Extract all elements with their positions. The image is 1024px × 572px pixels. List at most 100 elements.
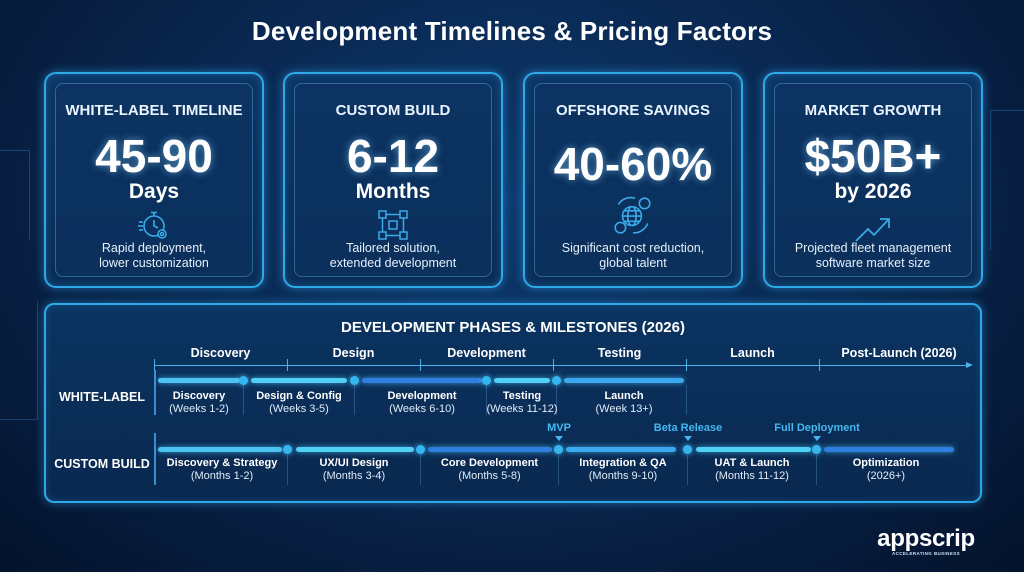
milestone-node xyxy=(239,376,248,385)
milestone-marker-icon xyxy=(684,436,692,441)
timeline-bar xyxy=(158,447,282,452)
milestone-node xyxy=(554,445,563,454)
timeline-bar xyxy=(158,378,240,383)
card-label: WHITE-LABEL TIMELINE xyxy=(65,102,243,119)
segment-divider xyxy=(816,455,817,485)
circuit-decoration xyxy=(0,150,30,240)
axis-arrow-icon xyxy=(966,362,973,368)
timeline-bar xyxy=(362,378,482,383)
circuit-decoration xyxy=(0,300,38,420)
card-description: Tailored solution, extended development xyxy=(329,241,457,270)
globe-currency-exchange-icon xyxy=(614,196,651,234)
card-value: 6-12 xyxy=(346,130,440,182)
circuit-decoration xyxy=(990,110,1024,250)
timeline-panel: DEVELOPMENT PHASES & MILESTONES (2026) D… xyxy=(44,303,982,503)
segment-divider xyxy=(686,385,687,415)
phase-label: Design xyxy=(332,346,375,360)
timeline-bar xyxy=(824,447,954,452)
card-description: Significant cost reduction, global talen… xyxy=(561,241,705,270)
milestone-node xyxy=(283,445,292,454)
milestone-marker-icon xyxy=(555,436,563,441)
card-unit: by 2026 xyxy=(834,180,912,203)
segment-cb-discovery: Discovery & Strategy (Months 1-2) xyxy=(166,457,278,482)
timeline-title: DEVELOPMENT PHASES & MILESTONES (2026) xyxy=(341,319,685,336)
phase-label: Launch xyxy=(730,346,775,360)
milestone-label-mvp: MVP xyxy=(547,422,571,434)
segment-divider xyxy=(687,455,688,485)
row-label-white-label: WHITE-LABEL xyxy=(58,390,146,404)
row-divider xyxy=(154,370,156,415)
card-description: Rapid deployment, lower customization xyxy=(99,241,209,270)
stat-card-custom-build: CUSTOM BUILD 6-12 Months Tailored soluti… xyxy=(283,72,503,288)
milestone-node xyxy=(482,376,491,385)
segment-cb-design: UX/UI Design (Months 3-4) xyxy=(319,457,389,482)
logo-name: appscrip xyxy=(877,525,975,552)
stopwatch-gear-icon xyxy=(138,211,167,239)
logo-tagline: ACCELERATING BUSINESS xyxy=(891,551,961,556)
card-inner-frame xyxy=(294,83,492,277)
card-inner-frame xyxy=(774,83,972,277)
page-title: Development Timelines & Pricing Factors xyxy=(251,16,773,46)
row-divider xyxy=(154,433,156,485)
trend-up-arrow-icon xyxy=(855,218,890,242)
axis-tick xyxy=(420,359,421,371)
timeline-bar xyxy=(566,447,676,452)
timeline-bar xyxy=(296,447,414,452)
brand-logo: appscrip ACCELERATING BUSINESS xyxy=(866,525,986,557)
segment-divider xyxy=(486,385,487,415)
phase-label: Development xyxy=(447,346,526,360)
segment-wl-launch: Launch (Week 13+) xyxy=(595,390,653,415)
milestone-node xyxy=(350,376,359,385)
segment-wl-testing: Testing (Weeks 11-12) xyxy=(486,390,558,415)
timeline-axis xyxy=(154,365,970,366)
axis-tick xyxy=(287,359,288,371)
connected-cubes-icon xyxy=(378,210,408,240)
axis-tick xyxy=(154,359,155,371)
card-label: MARKET GROWTH xyxy=(804,102,942,119)
timeline-bar xyxy=(428,447,552,452)
card-unit: Months xyxy=(355,180,431,203)
row-label-custom-build: CUSTOM BUILD xyxy=(54,457,150,471)
stat-card-white-label: WHITE-LABEL TIMELINE 45-90 Days Rapid de… xyxy=(44,72,264,288)
milestone-node xyxy=(812,445,821,454)
stat-card-market-growth: MARKET GROWTH $50B+ by 2026 Projected fl… xyxy=(763,72,983,288)
segment-cb-uat: UAT & Launch (Months 11-12) xyxy=(714,457,790,482)
milestone-marker-icon xyxy=(813,436,821,441)
card-inner-frame xyxy=(534,83,732,277)
segment-wl-discovery: Discovery (Weeks 1-2) xyxy=(169,390,229,415)
card-value: $50B+ xyxy=(804,130,942,182)
card-value: 45-90 xyxy=(95,130,213,182)
milestone-node xyxy=(416,445,425,454)
segment-divider xyxy=(243,385,244,415)
axis-tick xyxy=(819,359,820,371)
stat-card-offshore-savings: OFFSHORE SAVINGS 40-60% Significant cost… xyxy=(523,72,743,288)
card-unit: Days xyxy=(128,180,180,203)
card-label: OFFSHORE SAVINGS xyxy=(556,102,710,119)
phase-label: Discovery xyxy=(190,346,251,360)
segment-cb-optimization: Optimization (2026+) xyxy=(852,457,920,482)
segment-cb-integration: Integration & QA (Months 9-10) xyxy=(579,457,667,482)
milestone-label-full-deployment: Full Deployment xyxy=(774,422,860,434)
segment-divider xyxy=(558,455,559,485)
axis-tick xyxy=(553,359,554,371)
segment-divider xyxy=(354,385,355,415)
timeline-bar xyxy=(696,447,811,452)
milestone-node xyxy=(552,376,561,385)
milestone-node xyxy=(683,445,692,454)
phase-label: Post-Launch (2026) xyxy=(841,346,957,360)
card-label: CUSTOM BUILD xyxy=(335,102,451,119)
card-value: 40-60% xyxy=(553,138,713,190)
segment-divider xyxy=(287,455,288,485)
phase-label: Testing xyxy=(597,346,642,360)
timeline-bar xyxy=(564,378,684,383)
axis-tick xyxy=(686,359,687,371)
card-description: Projected fleet management software mark… xyxy=(794,241,952,270)
timeline-bar xyxy=(494,378,550,383)
segment-cb-core-dev: Core Development (Months 5-8) xyxy=(440,457,539,482)
segment-divider xyxy=(556,385,557,415)
milestone-label-beta: Beta Release xyxy=(653,422,723,434)
card-inner-frame xyxy=(55,83,253,277)
timeline-bar xyxy=(251,378,347,383)
segment-divider xyxy=(420,455,421,485)
segment-wl-design: Design & Config (Weeks 3-5) xyxy=(256,390,342,415)
